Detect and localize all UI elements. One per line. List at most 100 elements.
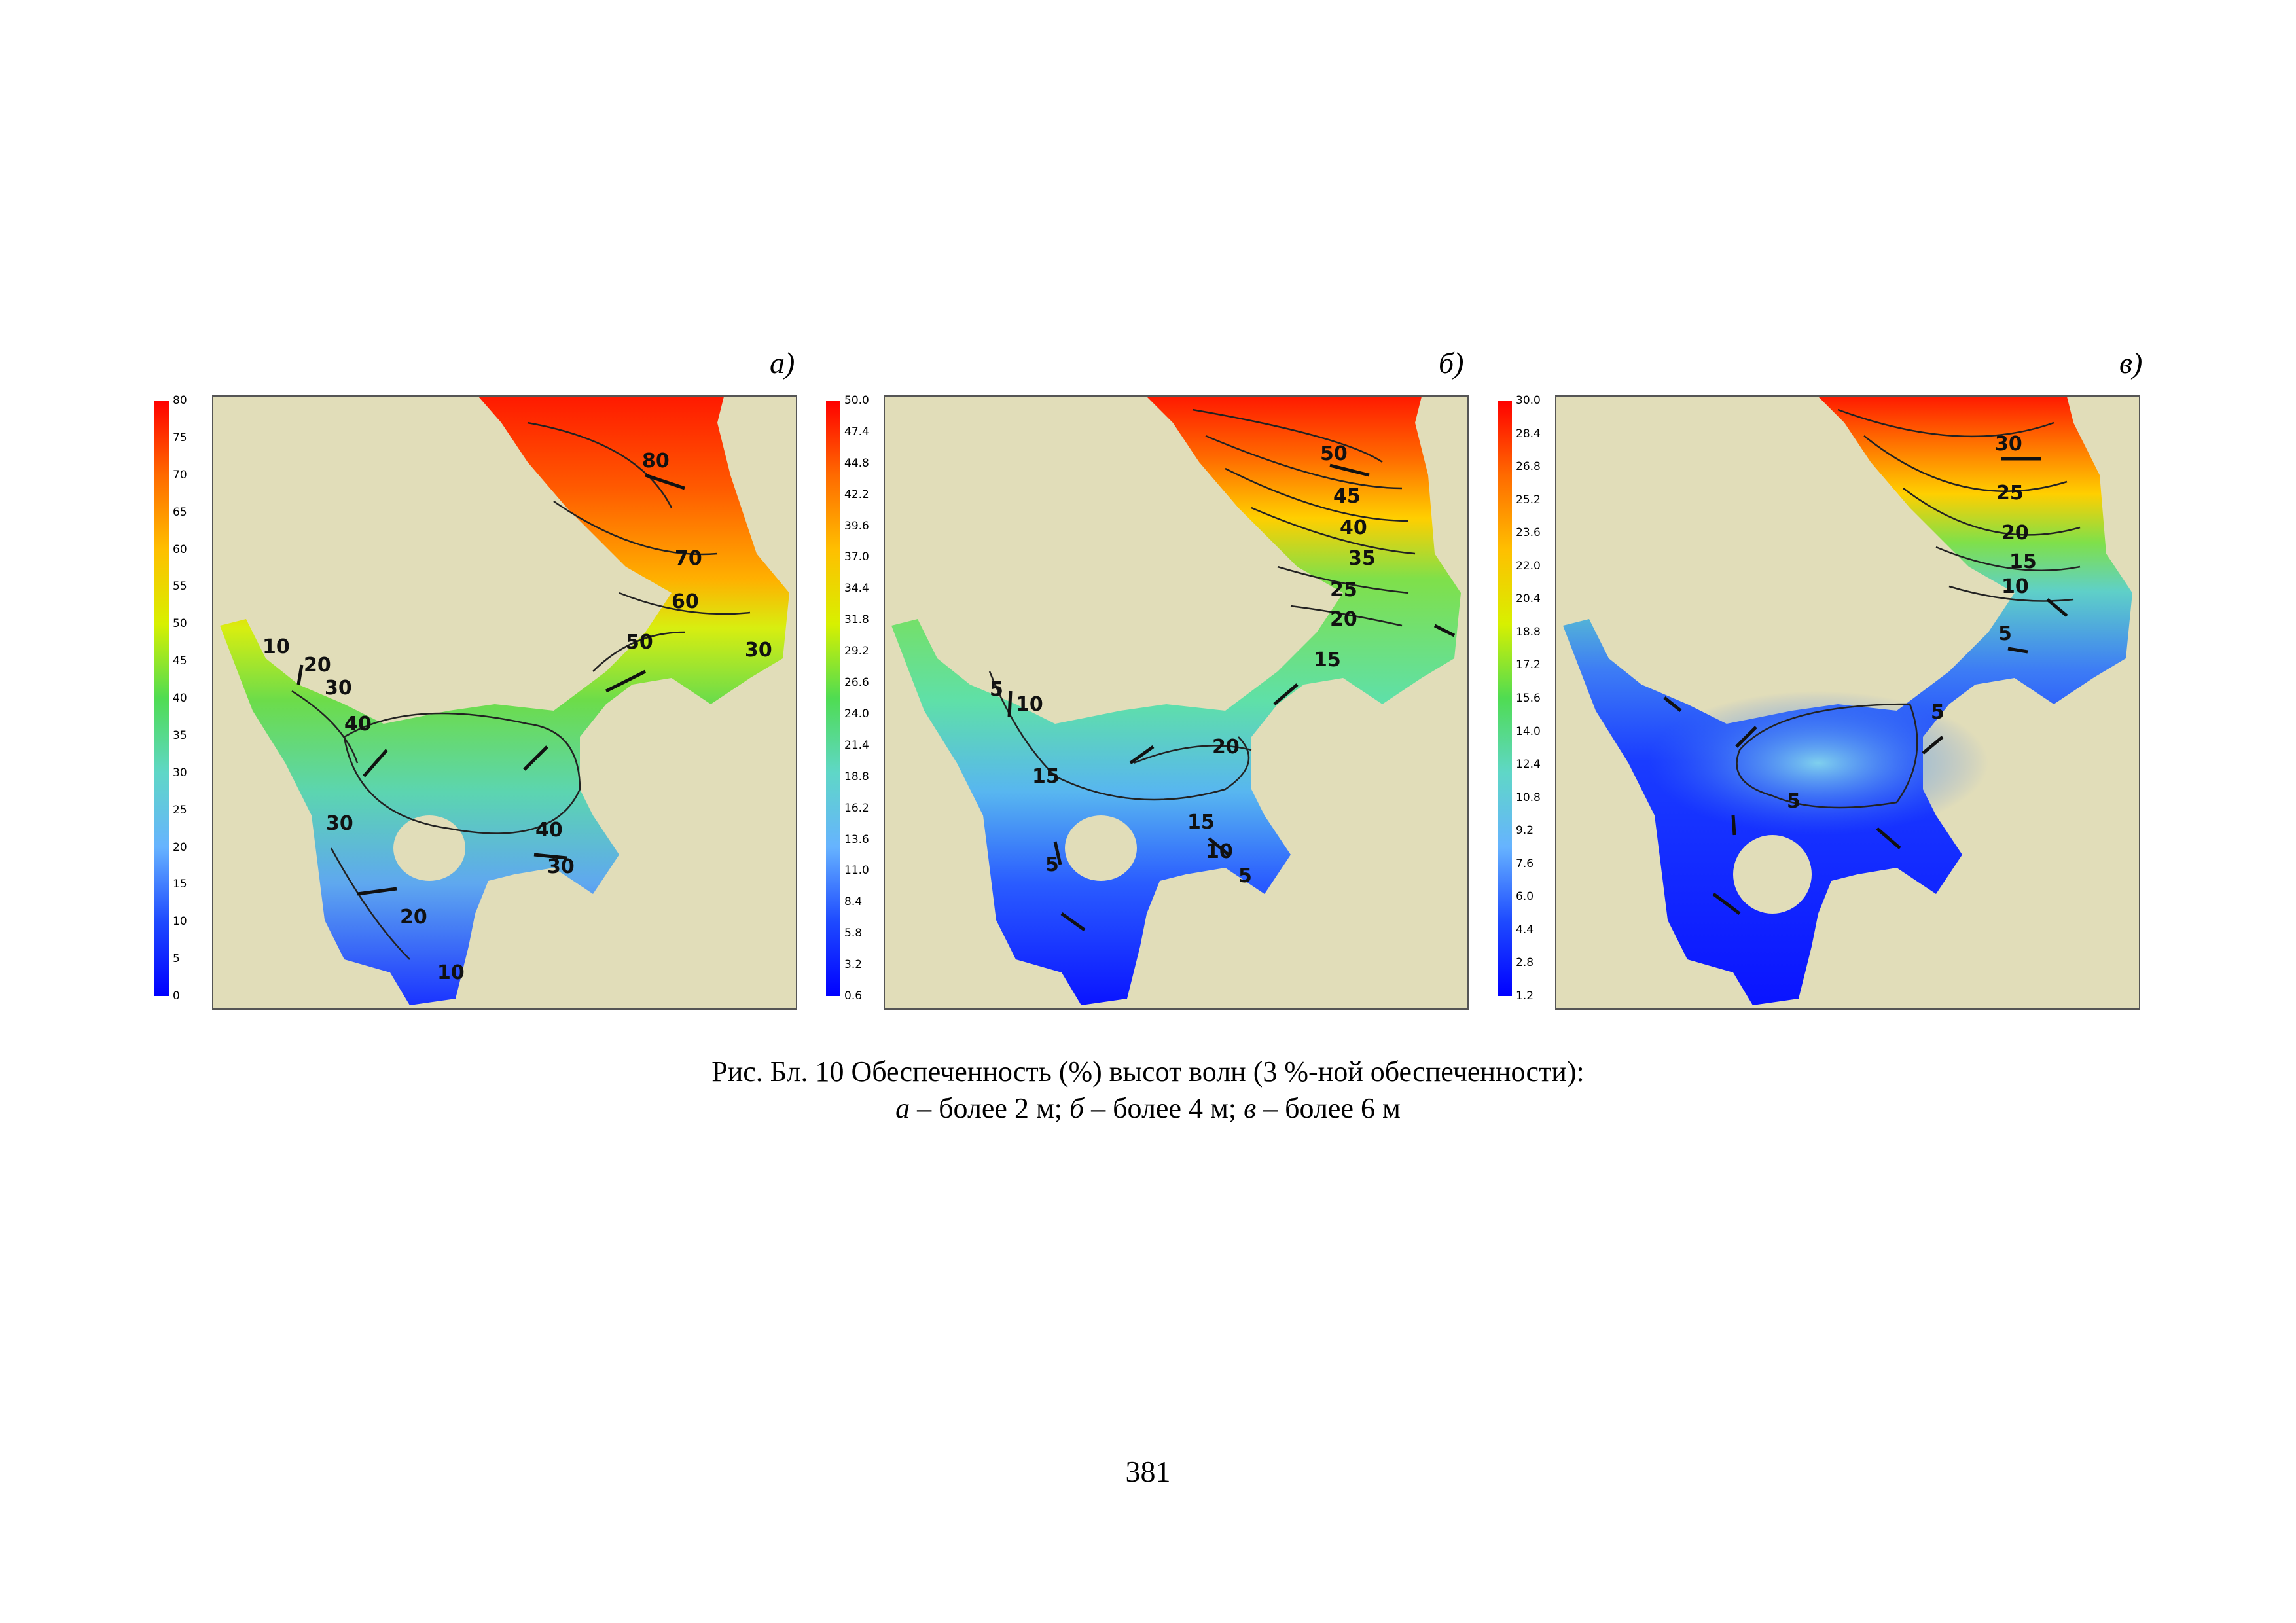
contour-label: 80: [642, 450, 670, 473]
contour-label: 10: [2001, 575, 2029, 598]
colorbar-tick-label: 3.2: [844, 958, 863, 972]
water-body: [220, 397, 789, 1005]
colorbar-tick-label: 70: [173, 468, 187, 482]
contour-labels: 30 25 20 15 10 5 5 5: [1787, 433, 2037, 813]
map-panel-a: 80 70 60 50 30 10 20 30 40 30 40 30 20 1…: [212, 395, 797, 1010]
page-number: 381: [1125, 1455, 1171, 1488]
colorbar-tick-label: 7.6: [1516, 857, 1534, 870]
contour-label: 10: [437, 961, 465, 984]
colorbar-tick-label: 60: [173, 543, 187, 556]
island: [1733, 835, 1812, 914]
colorbar-tick-label: 18.8: [844, 770, 869, 783]
colorbar-tick-label: 45: [173, 654, 187, 668]
colorbar-tick-label: 5.8: [844, 927, 863, 940]
colorbar-tick-label: 10: [173, 915, 187, 929]
contour-label: 40: [535, 819, 563, 842]
lake-center-gradient: [1648, 691, 1988, 835]
contour-label: 5: [1931, 701, 1945, 724]
contour-label: 45: [1333, 485, 1361, 508]
colorbar-tick-label: 16.2: [844, 801, 869, 815]
map-panel-b: 50 45 40 35 25 20 15 5 10 20 15 15 10 5 …: [884, 395, 1469, 1010]
contour-label: 25: [1996, 482, 2024, 505]
colorbar-tick-label: 80: [173, 394, 187, 407]
colorbar-tick-label: 10.8: [1516, 791, 1541, 804]
colorbar-gradient: [826, 401, 840, 996]
colorbar-tick-label: 17.2: [1516, 658, 1541, 672]
colorbar-tick-label: 37.0: [844, 550, 869, 564]
contour-label: 5: [990, 678, 1003, 701]
colorbar-tick-label: 5: [173, 952, 180, 966]
island: [393, 815, 465, 881]
contour-label: 10: [262, 635, 290, 658]
colorbar-tick-label: 42.2: [844, 488, 869, 501]
caption-v-letter: в: [1244, 1092, 1257, 1124]
colorbar-tick-label: 13.6: [844, 832, 869, 846]
contour-lines: [1736, 408, 2081, 809]
colorbar-tick-label: 24.0: [844, 707, 869, 721]
contour-labels: 50 45 40 35 25 20 15 5 10 20 15 15 10 5 …: [990, 442, 1376, 887]
contour-labels: 80 70 60 50 30 10 20 30 40 30 40 30 20 1…: [262, 450, 772, 984]
caption-b-text: – более 4 м;: [1084, 1092, 1244, 1124]
island: [1065, 815, 1137, 881]
arrows: [1663, 457, 2068, 915]
contour-label: 30: [325, 677, 352, 700]
colorbar-tick-label: 26.6: [844, 676, 869, 690]
contour-label: 30: [745, 639, 772, 662]
contour-label: 20: [304, 654, 331, 677]
map-a-svg: 80 70 60 50 30 10 20 30 40 30 40 30 20 1…: [220, 397, 789, 1005]
contour-label: 10: [1016, 693, 1043, 716]
colorbar-tick-label: 65: [173, 505, 187, 519]
colorbar-tick-label: 75: [173, 431, 187, 444]
colorbar-tick-label: 15: [173, 878, 187, 891]
colorbar-tick-label: 23.6: [1516, 526, 1541, 540]
colorbar-tick-label: 25.2: [1516, 493, 1541, 507]
colorbar-tick-label: 29.2: [844, 645, 869, 658]
contour-label: 15: [1032, 765, 1060, 788]
colorbar-tick-label: 50.0: [844, 394, 869, 407]
colorbar-tick-label: 39.6: [844, 519, 869, 533]
panel-label-v: в): [2119, 346, 2143, 380]
contour-label: 20: [400, 906, 427, 929]
colorbar-tick-label: 0: [173, 990, 180, 1003]
colorbar-tick-label: 22.0: [1516, 559, 1541, 573]
contour-label: 50: [1320, 442, 1348, 465]
colorbar-tick-label: 2.8: [1516, 956, 1534, 970]
contour-label: 5: [1238, 865, 1252, 887]
colorbar-tick-label: 25: [173, 803, 187, 817]
colorbar-tick-label: 6.0: [1516, 890, 1534, 904]
contour-label: 5: [1998, 622, 2012, 645]
contour-label: 40: [1340, 516, 1367, 539]
contour-label: 30: [547, 855, 575, 878]
colorbar-tick-label: 11.0: [844, 864, 869, 878]
contour-label: 60: [672, 590, 699, 613]
caption-a-text: – более 2 м;: [910, 1092, 1070, 1124]
contour-label: 5: [1045, 853, 1059, 876]
arrows: [296, 473, 685, 896]
contour-label: 20: [2001, 522, 2029, 544]
contour-label: 30: [1995, 433, 2022, 455]
colorbar-tick-label: 26.8: [1516, 460, 1541, 474]
colorbar-tick-label: 18.8: [1516, 625, 1541, 639]
colorbar-tick-label: 4.4: [1516, 923, 1534, 936]
colorbar-gradient: [154, 401, 169, 996]
colorbar-tick-label: 20.4: [1516, 592, 1541, 606]
colorbar-tick-label: 1.2: [1516, 990, 1534, 1003]
colorbar-tick-label: 50: [173, 617, 187, 631]
contour-label: 15: [1187, 811, 1215, 834]
colorbar-tick-label: 20: [173, 840, 187, 854]
colorbar-tick-label: 21.4: [844, 738, 869, 752]
colorbar-tick-label: 35: [173, 728, 187, 742]
contour-label: 10: [1206, 840, 1233, 863]
colorbar-tick-label: 0.6: [844, 990, 863, 1003]
contour-label: 20: [1212, 736, 1240, 758]
colorbar-tick-label: 31.8: [844, 613, 869, 627]
contour-label: 25: [1330, 579, 1357, 601]
caption-b-letter: б: [1069, 1092, 1085, 1124]
contour-label: 15: [1314, 649, 1341, 671]
caption-a-letter: а: [895, 1092, 910, 1124]
colorbar-tick-label: 55: [173, 580, 187, 594]
contour-label: 5: [1787, 790, 1801, 813]
colorbar-tick-label: 34.4: [844, 582, 869, 596]
colorbar-tick-label: 44.8: [844, 456, 869, 470]
contour-lines: [988, 408, 1416, 801]
